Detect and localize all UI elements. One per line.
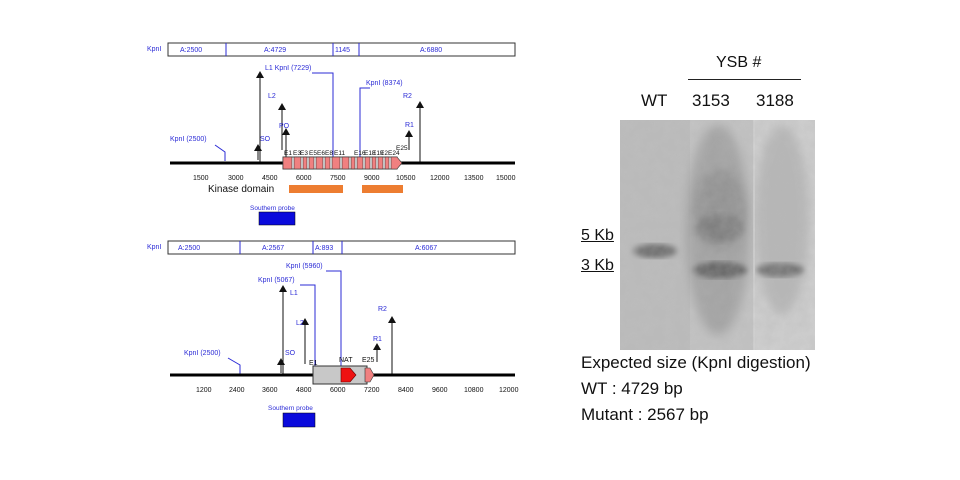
mutant-primer-label: L2 — [296, 320, 304, 327]
mutant-tick-label: 3600 — [262, 387, 278, 394]
mutant-primer-label: SO — [285, 350, 296, 357]
wt-construct: KpnI A:2500 A:4729 1145 A:6880 L1 KpnI (… — [147, 42, 516, 226]
wt-site-label-kpni-8374: KpnI (8374) — [366, 80, 403, 87]
wt-exon-label: E6 — [317, 150, 325, 157]
mutant-kpni-header: KpnI A:2500 A:2567 A:893 A:6067 — [147, 240, 516, 255]
wt-exon-label: E18 — [364, 150, 376, 157]
mutant-tick-label: 9600 — [432, 387, 448, 394]
wt-primer-label: L2 — [268, 93, 276, 100]
wt-tick-label: 12000 — [430, 175, 450, 182]
mutant-element-label: E25 — [362, 357, 375, 364]
mutant-site-label-kpni-2500: KpnI (2500) — [184, 350, 221, 357]
expected-size-mutant: Mutant : 2567 bp — [581, 405, 709, 424]
mutant-kpni-header-label: KpnI — [147, 244, 161, 251]
wt-exon-label: E24 — [388, 150, 400, 157]
wt-exon-label: E5 — [309, 150, 317, 157]
mutant-tick-label: 4800 — [296, 387, 312, 394]
wt-probe-label: Southern probe — [250, 205, 295, 212]
kinase-domain-bar — [289, 185, 343, 193]
wt-segment: A:4729 — [264, 47, 286, 54]
wt-tick-label: 15000 — [496, 175, 516, 182]
mutant-tick-label: 12000 — [499, 387, 519, 394]
mutant-segment: A:6067 — [415, 245, 437, 252]
mutant-probe-bar — [282, 412, 316, 428]
expected-size-wt: WT : 4729 bp — [581, 379, 683, 398]
mutant-element-label: NAT — [339, 357, 353, 364]
lane-label-wt: WT — [641, 91, 668, 110]
wt-site-label-kpni-2500: KpnI (2500) — [170, 136, 207, 143]
wt-exon-label: E16 — [354, 150, 366, 157]
mutant-gene-body: E1 NAT E25 — [309, 357, 375, 385]
wt-site-label-l1: L1 KpnI (7229) — [265, 65, 311, 72]
wt-primer-label: R1 — [405, 122, 414, 129]
wt-tick-label: 4500 — [262, 175, 278, 182]
wt-tick-label: 13500 — [464, 175, 484, 182]
mutant-site-label-kpni-5067: KpnI (5067) — [258, 277, 295, 284]
southern-blot-image — [620, 120, 815, 350]
mutant-primer-label: L1 — [290, 290, 298, 297]
wt-segment: 1145 — [335, 47, 350, 54]
wt-primer-label: PO — [279, 123, 290, 130]
expected-size-title: Expected size (KpnI digestion) — [581, 353, 811, 372]
wt-exon-label: E3 — [293, 150, 301, 157]
mutant-segment: A:2567 — [262, 245, 284, 252]
lane-label-3153: 3153 — [692, 91, 730, 110]
mutant-construct: KpnI A:2500 A:2567 A:893 A:6067 KpnI (59… — [147, 240, 519, 428]
nat-cassette — [340, 367, 357, 383]
mutant-segment: A:2500 — [178, 245, 200, 252]
ysb-underline — [688, 79, 801, 80]
lane-label-3188: 3188 — [756, 91, 794, 110]
mutant-tick-label: 7200 — [364, 387, 380, 394]
wt-exon-label: E3 — [300, 150, 308, 157]
mutant-probe-label: Southern probe — [268, 405, 313, 412]
mutant-tick-label: 1200 — [196, 387, 212, 394]
wt-kpni-header: KpnI A:2500 A:4729 1145 A:6880 — [147, 42, 516, 57]
mutant-primer-label: R1 — [373, 336, 382, 343]
mutant-tick-label: 2400 — [229, 387, 245, 394]
mutant-tick-label: 6000 — [330, 387, 346, 394]
mutant-site-label-kpni-5960: KpnI (5960) — [286, 263, 323, 270]
wt-segment: A:6880 — [420, 47, 442, 54]
wt-tick-label: 3000 — [228, 175, 244, 182]
size-marker-5kb: 5 Kb — [581, 227, 614, 244]
size-marker-3kb: 3 Kb — [581, 257, 614, 274]
mutant-tick-label: 10800 — [464, 387, 484, 394]
wt-tick-label: 7500 — [330, 175, 346, 182]
wt-exon-label: E1 — [284, 150, 292, 157]
wt-tick-label: 9000 — [364, 175, 380, 182]
wt-primer-label: SO — [260, 136, 271, 143]
wt-tick-label: 10500 — [396, 175, 416, 182]
wt-segment: A:2500 — [180, 47, 202, 54]
mutant-tick-label: 8400 — [398, 387, 414, 394]
kinase-domain-label: Kinase domain — [208, 184, 274, 195]
wt-exon-label: E11 — [334, 150, 345, 157]
ysb-group-label: YSB # — [716, 54, 762, 71]
kinase-domain-bar — [362, 185, 403, 193]
wt-exon-label: E19 — [372, 150, 384, 157]
wt-primer-label: R2 — [403, 93, 412, 100]
wt-exon-label: E25 — [396, 145, 408, 152]
wt-exon-label: E2 — [380, 150, 388, 157]
wt-exon-label: E8 — [325, 150, 333, 157]
wt-kpni-header-label: KpnI — [147, 46, 161, 53]
wt-gene-body: E1 E3 E3 E5 E6 E8 E11 E16 E18 E19 E2 E24… — [282, 145, 408, 170]
mutant-primer-label: R2 — [378, 306, 387, 313]
mutant-element-label: E1 — [309, 360, 318, 367]
wt-tick-label: 6000 — [296, 175, 312, 182]
mutant-segment: A:893 — [315, 245, 333, 252]
wt-tick-label: 1500 — [193, 175, 209, 182]
wt-probe-bar — [258, 211, 296, 226]
